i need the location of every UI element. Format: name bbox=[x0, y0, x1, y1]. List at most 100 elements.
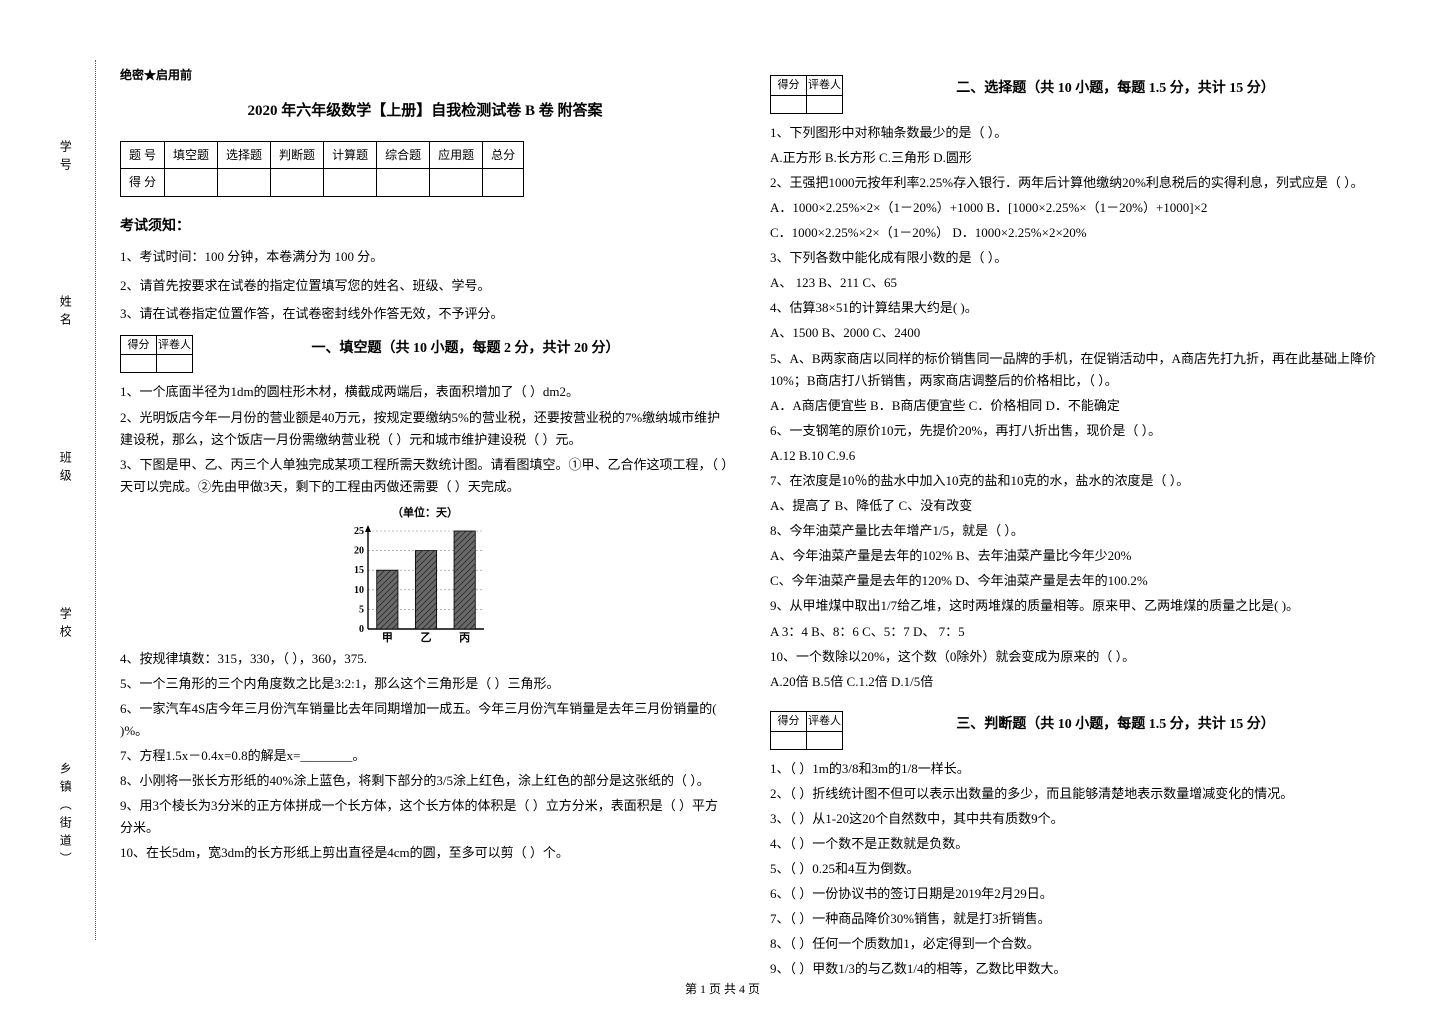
q1-5: 5、一个三角形的三个内角度数之比是3:2:1，那么这个三角形是（ ）三角形。 bbox=[120, 673, 730, 695]
score-cell bbox=[165, 169, 218, 196]
score-cell bbox=[430, 169, 483, 196]
score-cell bbox=[324, 169, 377, 196]
binding-side-labels: 学号 姓名 班级 学校 乡镇（街道） bbox=[35, 80, 95, 930]
score-cell bbox=[377, 169, 430, 196]
score-th: 计算题 bbox=[324, 141, 377, 168]
grader-table: 得分评卷人 bbox=[770, 711, 843, 750]
side-item: 姓名 bbox=[55, 295, 75, 331]
q3-9: 9、（ ）甲数1/3的与乙数1/4的相等，乙数比甲数大。 bbox=[770, 958, 1380, 980]
mini-blank bbox=[771, 731, 807, 749]
q3-8: 8、（ ）任何一个质数加1，必定得到一个合数。 bbox=[770, 933, 1380, 955]
notice-heading: 考试须知： bbox=[120, 215, 730, 239]
q1-8: 8、小刚将一张长方形纸的40%涂上蓝色，将剩下部分的3/5涂上红色，涂上红色的部… bbox=[120, 770, 730, 792]
q2-8a: A、今年油菜产量是去年的102% B、去年油菜产量比今年少20% bbox=[770, 545, 1380, 567]
q2-4: 4、估算38×51的计算结果大约是( )。 bbox=[770, 297, 1380, 319]
svg-text:20: 20 bbox=[354, 545, 364, 556]
paper-title: 2020 年六年级数学【上册】自我检测试卷 B 卷 附答案 bbox=[120, 99, 730, 125]
q1-2: 2、光明饭店今年一月份的营业额是40万元，按规定要缴纳5%的营业税，还要按营业税… bbox=[120, 407, 730, 451]
svg-text:乙: 乙 bbox=[421, 631, 432, 644]
score-table: 题 号 填空题 选择题 判断题 计算题 综合题 应用题 总分 得 分 bbox=[120, 141, 524, 197]
mini-c1: 得分 bbox=[121, 335, 157, 355]
q2-8b: C、今年油菜产量是去年的120% D、今年油菜产量是去年的100.2% bbox=[770, 570, 1380, 592]
q3-2: 2、（ ）折线统计图不但可以表示出数量的多少，而且能够清楚地表示数量增减变化的情… bbox=[770, 783, 1380, 805]
section-2-header: 得分评卷人 二、选择题（共 10 小题，每题 1.5 分，共计 15 分） bbox=[770, 75, 1380, 114]
q2-2: 2、王强把1000元按年利率2.25%存入银行．两年后计算他缴纳20%利息税后的… bbox=[770, 172, 1380, 194]
mini-c1: 得分 bbox=[771, 711, 807, 731]
q1-4: 4、按规律填数：315，330，（ ），360，375. bbox=[120, 648, 730, 670]
side-item: 学校 bbox=[55, 607, 75, 643]
page-content: 绝密★启用前 2020 年六年级数学【上册】自我检测试卷 B 卷 附答案 题 号… bbox=[120, 65, 1400, 983]
score-header-row: 题 号 填空题 选择题 判断题 计算题 综合题 应用题 总分 bbox=[121, 141, 524, 168]
side-item: 乡镇（街道） bbox=[55, 762, 75, 870]
q1-9: 9、用3个棱长为3分米的正方体拼成一个长方体，这个长方体的体积是（ ）立方分米，… bbox=[120, 795, 730, 839]
q2-9-opts: A 3：4 B、8：6 C、5：7 D、 7：5 bbox=[770, 621, 1380, 643]
score-cell bbox=[483, 169, 524, 196]
q2-2a: A．1000×2.25%×2×（1－20%）+1000 B．[1000×2.25… bbox=[770, 197, 1380, 219]
q2-4-opts: A、1500 B、2000 C、2400 bbox=[770, 322, 1380, 344]
q2-6: 6、一支钢笔的原价10元，先提价20%，再打八折出售，现价是（ ）。 bbox=[770, 420, 1380, 442]
score-value-row: 得 分 bbox=[121, 169, 524, 196]
page-footer: 第 1 页 共 4 页 bbox=[0, 979, 1445, 999]
mini-blank bbox=[807, 95, 843, 113]
notice-item: 1、考试时间：100 分钟，本卷满分为 100 分。 bbox=[120, 246, 730, 268]
q3-1: 1、（ ）1m的3/8和3m的1/8一样长。 bbox=[770, 758, 1380, 780]
q1-10: 10、在长5dm，宽3dm的长方形纸上剪出直径是4cm的圆，至多可以剪（ ）个。 bbox=[120, 842, 730, 864]
mini-blank bbox=[771, 95, 807, 113]
score-th: 选择题 bbox=[218, 141, 271, 168]
q2-8: 8、今年油菜产量比去年增产1/5，就是（ ）。 bbox=[770, 520, 1380, 542]
mini-c2: 评卷人 bbox=[807, 711, 843, 731]
q2-5: 5、A、B两家商店以同样的标价销售同一品牌的手机，在促销活动中，A商店先打九折，… bbox=[770, 348, 1380, 392]
mini-blank bbox=[157, 355, 193, 373]
score-th: 判断题 bbox=[271, 141, 324, 168]
q1-1: 1、一个底面半径为1dm的圆柱形木材，横截成两端后，表面积增加了（ ）dm2。 bbox=[120, 381, 730, 403]
section-1-header: 得分评卷人 一、填空题（共 10 小题，每题 2 分，共计 20 分） bbox=[120, 335, 730, 374]
q2-7: 7、在浓度是10％的盐水中加入10克的盐和10克的水，盐水的浓度是（ ）。 bbox=[770, 470, 1380, 492]
q1-6: 6、一家汽车4S店今年三月份汽车销量比去年同期增加一成五。今年三月份汽车销量是去… bbox=[120, 698, 730, 742]
q3-6: 6、（ ）一份协议书的签订日期是2019年2月29日。 bbox=[770, 883, 1380, 905]
left-column: 绝密★启用前 2020 年六年级数学【上册】自我检测试卷 B 卷 附答案 题 号… bbox=[120, 65, 730, 983]
section-1-title: 一、填空题（共 10 小题，每题 2 分，共计 20 分） bbox=[201, 335, 730, 361]
q2-1: 1、下列图形中对称轴条数最少的是（ ）。 bbox=[770, 122, 1380, 144]
q3-4: 4、（ ）一个数不是正数就是负数。 bbox=[770, 833, 1380, 855]
score-cell bbox=[271, 169, 324, 196]
score-row-label: 得 分 bbox=[121, 169, 165, 196]
seal-line bbox=[95, 60, 96, 940]
q2-2b: C．1000×2.25%×2×（1－20%） D．1000×2.25%×2×20… bbox=[770, 222, 1380, 244]
q2-9: 9、从甲堆煤中取出1/7给乙堆，这时两堆煤的质量相等。原来甲、乙两堆煤的质量之比… bbox=[770, 595, 1380, 617]
q2-3: 3、下列各数中能化成有限小数的是（ ）。 bbox=[770, 247, 1380, 269]
mini-blank bbox=[807, 731, 843, 749]
q2-10: 10、一个数除以20%，这个数（0除外）就会变成为原来的（ ）。 bbox=[770, 646, 1380, 668]
score-th: 应用题 bbox=[430, 141, 483, 168]
svg-text:5: 5 bbox=[359, 604, 364, 615]
svg-text:25: 25 bbox=[354, 526, 364, 537]
grader-table: 得分评卷人 bbox=[120, 335, 193, 374]
bar-chart: （单位：天） 25 20 15 10 5 0 甲 乙 丙 bbox=[340, 504, 510, 645]
notice-item: 3、请在试卷指定位置作答，在试卷密封线外作答无效，不予评分。 bbox=[120, 303, 730, 325]
svg-text:0: 0 bbox=[359, 624, 364, 635]
score-th: 总分 bbox=[483, 141, 524, 168]
svg-text:甲: 甲 bbox=[382, 631, 393, 644]
score-th: 综合题 bbox=[377, 141, 430, 168]
svg-text:15: 15 bbox=[354, 565, 364, 576]
mini-c1: 得分 bbox=[771, 76, 807, 96]
q3-5: 5、（ ）0.25和4互为倒数。 bbox=[770, 858, 1380, 880]
q2-3-opts: A、 123 B、211 C、65 bbox=[770, 272, 1380, 294]
mini-blank bbox=[121, 355, 157, 373]
section-3-title: 三、判断题（共 10 小题，每题 1.5 分，共计 15 分） bbox=[851, 711, 1380, 737]
chart-unit-label: （单位：天） bbox=[340, 504, 510, 523]
svg-text:10: 10 bbox=[354, 584, 364, 595]
q2-7-opts: A、提高了 B、降低了 C、没有改变 bbox=[770, 495, 1380, 517]
score-th: 填空题 bbox=[165, 141, 218, 168]
q1-7: 7、方程1.5x－0.4x=0.8的解是x=________。 bbox=[120, 745, 730, 767]
q2-6-opts: A.12 B.10 C.9.6 bbox=[770, 445, 1380, 467]
score-cell bbox=[218, 169, 271, 196]
score-th: 题 号 bbox=[121, 141, 165, 168]
svg-text:丙: 丙 bbox=[459, 631, 470, 644]
grader-table: 得分评卷人 bbox=[770, 75, 843, 114]
section-2-title: 二、选择题（共 10 小题，每题 1.5 分，共计 15 分） bbox=[851, 75, 1380, 101]
q2-1-opts: A.正方形 B.长方形 C.三角形 D.圆形 bbox=[770, 147, 1380, 169]
section-3-header: 得分评卷人 三、判断题（共 10 小题，每题 1.5 分，共计 15 分） bbox=[770, 711, 1380, 750]
secret-mark: 绝密★启用前 bbox=[120, 65, 730, 85]
notice-item: 2、请首先按要求在试卷的指定位置填写您的姓名、班级、学号。 bbox=[120, 275, 730, 297]
side-item: 班级 bbox=[55, 451, 75, 487]
